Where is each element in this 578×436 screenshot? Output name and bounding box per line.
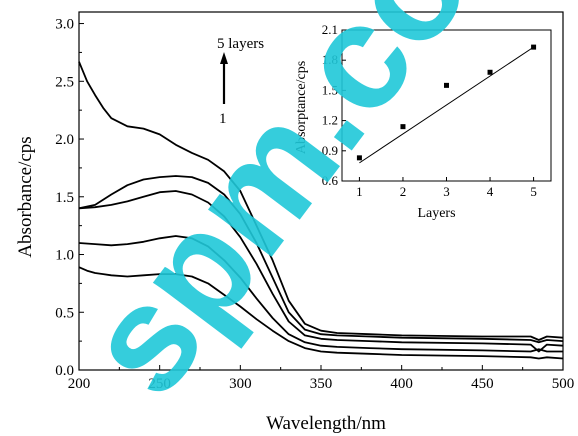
main-plot: 200 250 300 350 400 450 500 0.0 0.5 1.0 1.5 2.0 2.5 3… (15, 11, 575, 434)
x-tick-label: 400 (390, 376, 413, 392)
inset-plot: 1 2 3 4 5 0.6 0.9 1.2 1.5 1.8 2.1 Layers Absorptance… (294, 22, 552, 221)
y-tick-label: 2.5 (55, 74, 74, 90)
inset-y-tick-label: 1.2 (322, 113, 338, 128)
inset-data-point (531, 44, 537, 50)
y-tick-label: 0.0 (55, 363, 74, 379)
inset-x-axis-label: Layers (417, 206, 455, 221)
x-tick-label: 250 (148, 376, 171, 392)
x-tick-label: 350 (310, 376, 333, 392)
y-tick-label: 0.5 (55, 305, 74, 321)
inset-y-tick-label: 2.1 (322, 22, 338, 37)
layer-arrow-head (220, 52, 228, 64)
inset-x-tick-label: 5 (530, 184, 537, 199)
series-line-2 (78, 235, 563, 353)
inset-data-point (487, 69, 493, 75)
inset-data-point (356, 155, 362, 161)
x-axis-label: Wavelength/nm (266, 413, 386, 434)
inset-data-point (444, 82, 449, 88)
x-tick-label: 300 (229, 376, 252, 392)
inset-y-tick-label: 1.8 (322, 52, 338, 67)
y-axis-label: Absorbance/cps (15, 136, 36, 257)
y-tick-label: 3.0 (55, 17, 74, 33)
inset-x-tick-label: 4 (487, 184, 494, 199)
series-line-5 (78, 61, 564, 341)
y-tick-label: 2.0 (55, 132, 74, 148)
inset-y-tick-label: 0.9 (322, 143, 338, 158)
y-tick-label: 1.5 (55, 190, 74, 206)
inset-y-axis-label: Absorptance/cps (294, 61, 309, 154)
inset-x-tick-label: 3 (443, 184, 450, 199)
inset-fit-line (359, 46, 534, 164)
inset-x-tick-label: 1 (356, 184, 363, 199)
x-tick-label: 450 (471, 376, 494, 392)
inset-x-tick-label: 2 (400, 184, 407, 199)
inset-data-point (400, 124, 406, 130)
y-tick-label: 1.0 (55, 248, 74, 264)
series-line-4 (78, 175, 564, 344)
annotation-top: 5 layers (217, 36, 264, 52)
series-line-3 (78, 190, 564, 353)
series-line-1 (78, 266, 564, 360)
annotation-bottom: 1 (219, 111, 227, 127)
x-tick-label: 500 (552, 376, 575, 392)
inset-y-tick-label: 0.6 (322, 173, 339, 188)
inset-y-tick-label: 1.5 (322, 82, 338, 97)
x-tick-label: 200 (68, 376, 91, 392)
